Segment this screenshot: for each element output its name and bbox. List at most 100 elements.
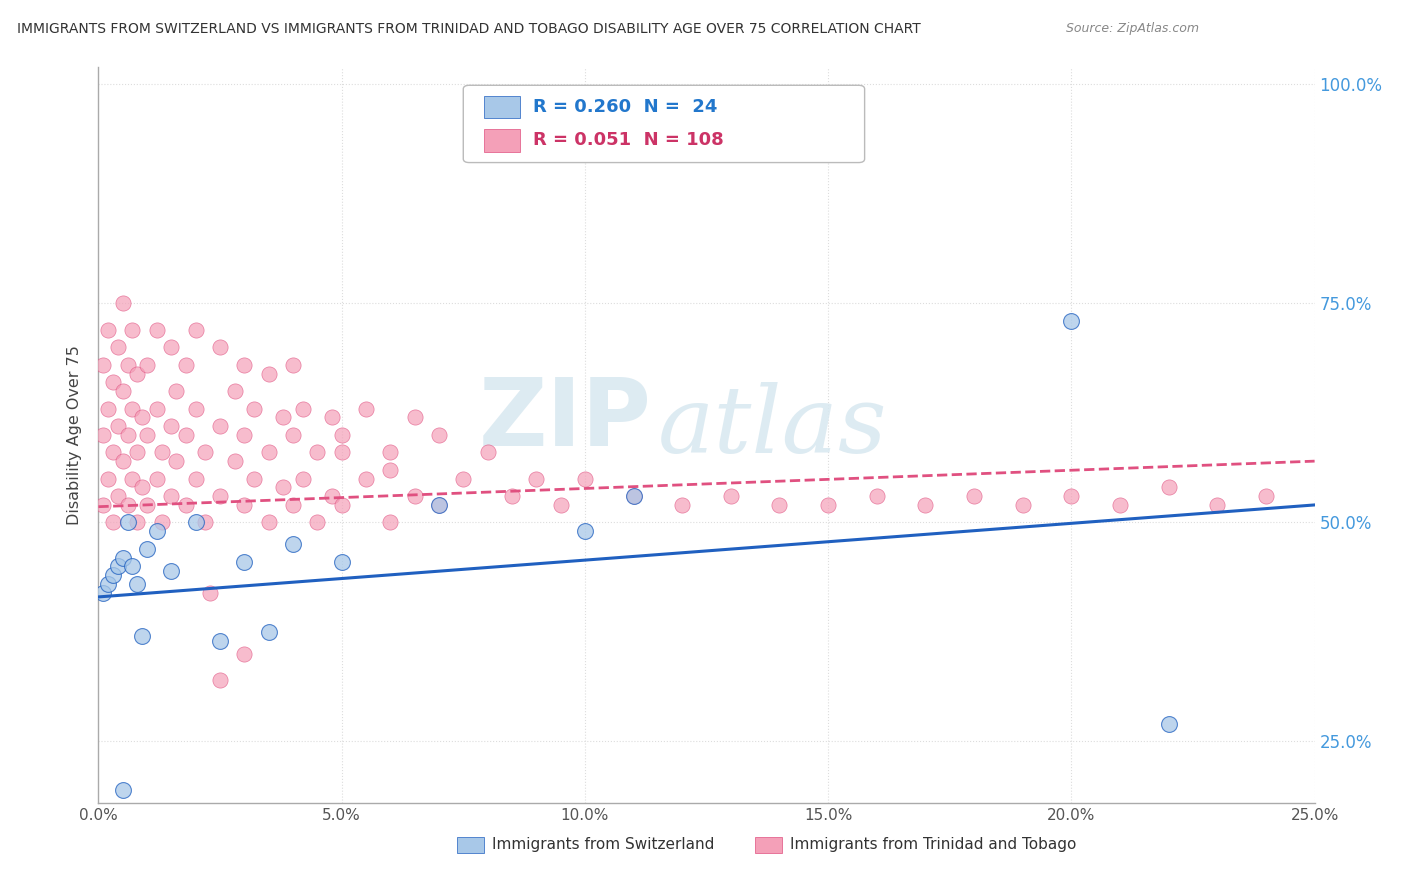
Point	[380, 463, 402, 477]
Text: atlas: atlas	[658, 383, 887, 473]
Point	[194, 516, 217, 530]
Point	[127, 576, 149, 591]
Point	[101, 445, 124, 459]
Point	[146, 401, 169, 416]
Point	[257, 367, 280, 381]
Point	[866, 489, 889, 503]
Point	[354, 401, 377, 416]
Point	[1011, 498, 1033, 512]
FancyBboxPatch shape	[464, 86, 865, 162]
Point	[165, 384, 187, 398]
Point	[257, 516, 280, 530]
Point	[1060, 489, 1083, 503]
Point	[184, 472, 207, 486]
Point	[233, 358, 256, 372]
Point	[121, 323, 143, 337]
Point	[817, 498, 839, 512]
Point	[101, 516, 124, 530]
Point	[136, 427, 159, 442]
Point	[233, 427, 256, 442]
Point	[194, 445, 217, 459]
Point	[574, 472, 596, 486]
Point	[1206, 498, 1229, 512]
Point	[111, 384, 134, 398]
Point	[768, 498, 790, 512]
Point	[1254, 489, 1277, 503]
Text: ZIP: ZIP	[479, 374, 652, 467]
Point	[200, 585, 222, 599]
Point	[720, 489, 742, 503]
Point	[127, 367, 149, 381]
Point	[107, 419, 129, 434]
Point	[623, 489, 645, 503]
Point	[111, 782, 134, 797]
Point	[91, 427, 114, 442]
Point	[330, 555, 353, 569]
Point	[160, 489, 183, 503]
Point	[524, 472, 547, 486]
Point	[1109, 498, 1132, 512]
Point	[477, 445, 499, 459]
Point	[146, 323, 169, 337]
Point	[91, 498, 114, 512]
Text: Source: ZipAtlas.com: Source: ZipAtlas.com	[1066, 22, 1199, 36]
Point	[1157, 717, 1180, 731]
Point	[550, 498, 572, 512]
Point	[131, 480, 153, 494]
Point	[281, 537, 304, 551]
Point	[257, 624, 280, 639]
Point	[136, 358, 159, 372]
Point	[330, 445, 353, 459]
Point	[146, 472, 169, 486]
Point	[233, 498, 256, 512]
Point	[117, 516, 139, 530]
Point	[150, 445, 173, 459]
Point	[271, 480, 294, 494]
Point	[574, 524, 596, 539]
Point	[117, 498, 139, 512]
Point	[131, 410, 153, 425]
Point	[623, 489, 645, 503]
Point	[107, 559, 129, 574]
Point	[184, 401, 207, 416]
Point	[127, 516, 149, 530]
Point	[111, 550, 134, 565]
Point	[330, 427, 353, 442]
Point	[107, 340, 129, 354]
Point	[427, 427, 450, 442]
Point	[243, 472, 266, 486]
Point	[136, 541, 159, 556]
Point	[321, 410, 343, 425]
Point	[404, 410, 426, 425]
Point	[146, 524, 169, 539]
Point	[224, 454, 246, 468]
Point	[281, 358, 304, 372]
Point	[209, 673, 232, 688]
Point	[281, 498, 304, 512]
Point	[184, 323, 207, 337]
Point	[209, 340, 232, 354]
Point	[184, 516, 207, 530]
Point	[174, 358, 197, 372]
Point	[354, 472, 377, 486]
Text: Immigrants from Switzerland: Immigrants from Switzerland	[492, 838, 714, 852]
Point	[127, 445, 149, 459]
Bar	[755, 837, 782, 853]
Point	[165, 454, 187, 468]
Point	[380, 516, 402, 530]
Point	[404, 489, 426, 503]
Point	[131, 629, 153, 643]
Text: R = 0.260  N =  24: R = 0.260 N = 24	[533, 97, 717, 116]
Point	[1060, 314, 1083, 328]
Point	[281, 427, 304, 442]
Point	[91, 358, 114, 372]
Point	[174, 427, 197, 442]
Point	[233, 555, 256, 569]
Point	[121, 401, 143, 416]
Point	[111, 454, 134, 468]
Point	[291, 472, 314, 486]
Point	[501, 489, 523, 503]
Point	[233, 647, 256, 661]
Bar	[484, 129, 520, 152]
Point	[117, 358, 139, 372]
